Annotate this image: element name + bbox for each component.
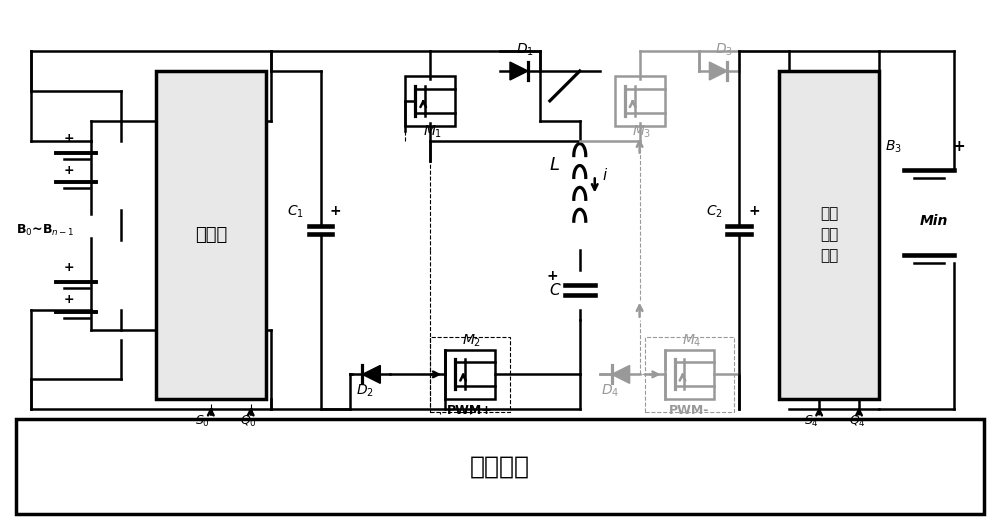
Polygon shape <box>612 366 630 383</box>
Text: 微控制器: 微控制器 <box>470 454 530 478</box>
Text: $M_4$: $M_4$ <box>682 333 701 349</box>
Text: +: + <box>63 293 74 306</box>
Polygon shape <box>709 62 727 80</box>
FancyBboxPatch shape <box>405 76 455 126</box>
Text: +: + <box>330 204 341 218</box>
Text: 选择
开关
模块: 选择 开关 模块 <box>820 206 838 264</box>
Text: +: + <box>546 269 558 283</box>
Text: +: + <box>63 164 74 177</box>
Text: $S_4$: $S_4$ <box>804 413 819 428</box>
Polygon shape <box>510 62 528 80</box>
Text: PWM-: PWM- <box>669 404 710 417</box>
Text: +: + <box>63 262 74 275</box>
FancyBboxPatch shape <box>156 71 266 399</box>
FancyBboxPatch shape <box>779 71 879 399</box>
Text: B$_0$~B$_{n-1}$: B$_0$~B$_{n-1}$ <box>16 223 75 238</box>
Text: $D_3$: $D_3$ <box>715 41 733 58</box>
Text: +: + <box>952 139 965 153</box>
FancyBboxPatch shape <box>615 76 665 126</box>
Text: +: + <box>748 204 760 218</box>
Text: Min: Min <box>920 214 948 228</box>
FancyBboxPatch shape <box>16 419 984 514</box>
Text: $S_0$: $S_0$ <box>195 413 210 428</box>
Polygon shape <box>362 366 380 383</box>
Text: $D_2$: $D_2$ <box>356 382 374 399</box>
Text: $M_3$: $M_3$ <box>632 124 651 140</box>
Text: $M_1$: $M_1$ <box>423 124 442 140</box>
Text: $M_2$: $M_2$ <box>462 333 482 349</box>
Text: $Q_0$: $Q_0$ <box>240 413 257 428</box>
Text: $Q_4$: $Q_4$ <box>849 413 865 428</box>
FancyBboxPatch shape <box>665 349 714 399</box>
Text: +: + <box>63 132 74 145</box>
Text: $C$: $C$ <box>549 282 561 298</box>
Text: $B_3$: $B_3$ <box>885 139 902 155</box>
Text: $i$: $i$ <box>602 167 608 184</box>
FancyBboxPatch shape <box>445 349 495 399</box>
Text: $D_1$: $D_1$ <box>516 41 534 58</box>
Text: PWM+: PWM+ <box>447 404 493 417</box>
Text: $C_1$: $C_1$ <box>287 203 304 219</box>
Text: $C_2$: $C_2$ <box>706 203 723 219</box>
Text: $D_4$: $D_4$ <box>601 382 619 399</box>
Text: 总开关: 总开关 <box>195 226 227 244</box>
Text: $L$: $L$ <box>549 157 560 175</box>
